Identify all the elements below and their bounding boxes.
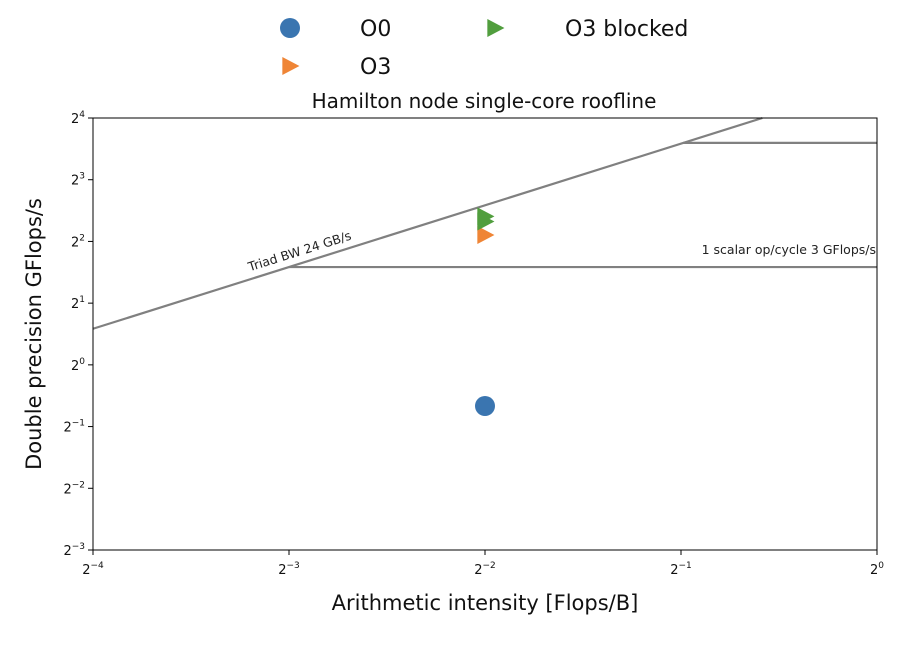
data-points [475,207,495,416]
x-axis-title: Arithmetic intensity [Flops/B] [332,591,639,615]
y-tick-label: 2−2 [63,480,85,497]
y-tick-label: 23 [71,172,85,189]
x-tick-base: 2 [870,563,878,578]
y-tick-label: 20 [71,357,85,374]
legend-marker-o0 [280,18,300,38]
y-axis-title: Double precision GFlops/s [22,198,46,470]
x-tick-label: 2−4 [82,561,104,578]
y-tick-base: 2 [63,482,71,497]
y-tick-exponent: −2 [72,480,85,490]
legend-label: O0 [360,17,391,42]
y-tick-base: 2 [71,297,79,312]
x-tick-label: 20 [870,561,884,578]
y-tick-exponent: 4 [79,110,85,120]
y-tick-exponent: 1 [79,295,85,305]
y-tick-exponent: 2 [79,233,85,243]
x-tick-exponent: −3 [287,561,300,571]
y-tick-label: 24 [71,110,85,127]
chart-title: Hamilton node single-core roofline [312,89,657,113]
data-point-o3 [477,225,495,244]
y-tick-label: 22 [71,233,85,250]
compute-roof-label: 1 scalar op/cycle 3 GFlops/s [702,242,876,257]
chart-legend: O0 O3 O3 blocked [280,17,688,80]
x-tick-base: 2 [278,563,286,578]
y-tick-base: 2 [71,235,79,250]
data-point-o0 [475,395,495,416]
y-tick-base: 2 [63,544,71,559]
y-tick-base: 2 [63,421,71,436]
x-tick-exponent: −2 [483,561,496,571]
legend-label: O3 blocked [565,17,688,42]
y-tick-exponent: 0 [79,357,85,367]
legend-marker-o3 [282,57,300,75]
y-tick-base: 2 [71,174,79,189]
y-tick-exponent: −3 [72,542,85,552]
x-tick-label: 2−3 [278,561,300,578]
y-tick-label: 21 [71,295,85,312]
x-tick-label: 2−2 [474,561,496,578]
legend-label: O3 [360,55,391,80]
legend-marker-o3-blocked [487,19,505,37]
plot-frame [92,117,878,551]
x-tick-exponent: −1 [679,561,692,571]
x-tick-base: 2 [670,563,678,578]
data-point-o3-blocked [477,207,495,226]
y-tick-exponent: 3 [79,172,85,182]
x-tick-base: 2 [82,563,90,578]
y-tick-base: 2 [71,112,79,127]
x-tick-exponent: 0 [878,561,884,571]
x-axis-ticks: 2−4 2−3 2−2 2−1 20 [82,550,884,578]
bandwidth-roof-line [92,116,763,330]
x-tick-base: 2 [474,563,482,578]
y-tick-exponent: −1 [72,419,85,429]
y-tick-base: 2 [71,359,79,374]
x-tick-label: 2−1 [670,561,692,578]
y-tick-label: 2−1 [63,419,85,436]
y-tick-label: 2−3 [63,542,85,559]
x-tick-exponent: −4 [91,561,105,571]
